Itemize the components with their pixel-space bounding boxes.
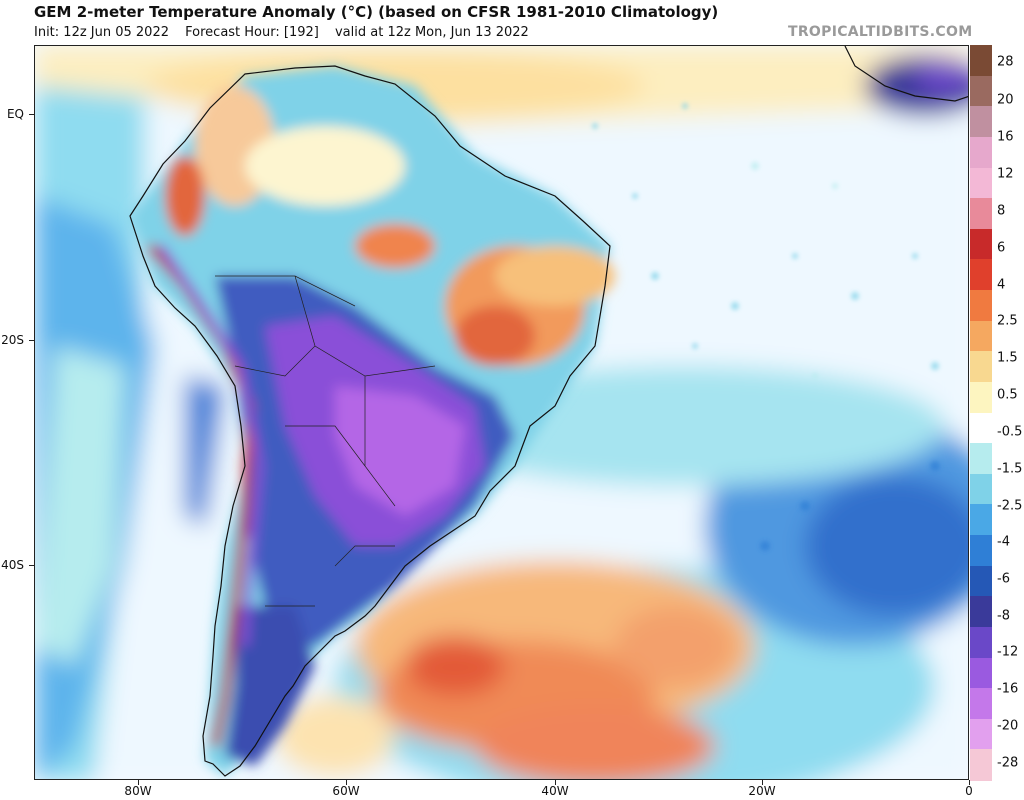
chart-title: GEM 2-meter Temperature Anomaly (°C) (ba… [34,3,719,21]
site-credit[interactable]: TROPICALTIDBITS.COM [788,24,973,40]
colorbar-swatch [970,45,992,77]
lon-label-60w: 60W [332,784,360,798]
colorbar-swatch [970,749,992,781]
colorbar-label: 1.5 [997,350,1018,366]
colorbar-label: 0.5 [997,387,1018,403]
valid-time: valid at 12z Mon, Jun 13 2022 [334,25,529,40]
colorbar-swatch [970,535,992,567]
colorbar-swatch [970,320,992,352]
colorbar-swatch [970,596,992,628]
colorbar-label: -28 [997,755,1019,771]
colorbar-swatch [970,290,992,322]
colorbar-label: -12 [997,644,1019,660]
ocean-anomaly-field [35,46,968,779]
lon-tick [762,780,763,785]
colorbar-swatch [970,198,992,230]
lon-label-0: 0 [965,784,973,798]
country-borders [215,275,436,607]
lon-tick [969,780,970,785]
lon-label-80w: 80W [124,784,152,798]
colorbar-label: -0.5 [997,424,1023,440]
colorbar-label: -1.5 [997,461,1023,477]
forecast-hour: Forecast Hour: [192] [185,25,319,40]
colorbar-label: -6 [997,571,1010,587]
lon-tick [346,780,347,785]
colorbar-swatch [970,259,992,291]
colorbar-label: -8 [997,608,1010,624]
map-canvas [35,46,968,779]
colorbar-swatch [970,106,992,138]
lon-tick [555,780,556,785]
colorbar-swatch [970,473,992,505]
lat-tick [29,114,34,115]
colorbar-label: 4 [997,277,1006,293]
colorbar-label: -20 [997,718,1019,734]
lat-label-40s: 40S [1,558,24,572]
lat-tick [29,340,34,341]
colorbar-swatch [970,688,992,720]
south-america-coastline [129,65,611,777]
lon-tick [138,780,139,785]
colorbar-swatch [970,718,992,750]
lon-label-20w: 20W [748,784,776,798]
colorbar-swatch [970,626,992,659]
colorbar-swatch [970,443,992,475]
colorbar-swatch [970,228,992,260]
colorbar-swatch [970,504,992,536]
colorbar-swatch [970,167,992,199]
lat-label-20s: 20S [1,333,24,347]
anomaly-map [34,45,969,780]
colorbar-swatch [970,351,992,383]
lon-label-40w: 40W [541,784,569,798]
colorbar-swatch [970,136,992,169]
colorbar-swatch [970,381,992,414]
colorbar-label: 6 [997,240,1006,256]
colorbar-swatch [970,657,992,689]
colorbar-label: -2.5 [997,498,1023,514]
run-info: Init: 12z Jun 05 2022 Forecast Hour: [19… [34,25,541,40]
anomaly-speckles [592,103,940,551]
colorbar-label: 16 [997,129,1014,145]
colorbar-label: 20 [997,92,1014,108]
colorbar-swatch [970,75,992,107]
colorbar-swatch [970,565,992,597]
colorbar-label: 2.5 [997,313,1018,329]
africa-coastline [844,46,968,102]
colorbar-label: 28 [997,54,1014,70]
init-time: Init: 12z Jun 05 2022 [34,25,169,40]
colorbar-label: 8 [997,203,1006,219]
colorbar-swatch [970,412,992,444]
colorbar-label: -16 [997,681,1019,697]
colorbar-label: -4 [997,534,1010,550]
lat-tick [29,565,34,566]
colorbar-label: 12 [997,166,1014,182]
colorbar: 28 20 16 12 8 6 4 2.5 1.5 0.5 -0.5 -1.5 -2.5 -4 -6 -8 -1… [970,45,1024,781]
lat-label-eq: EQ [6,107,24,121]
